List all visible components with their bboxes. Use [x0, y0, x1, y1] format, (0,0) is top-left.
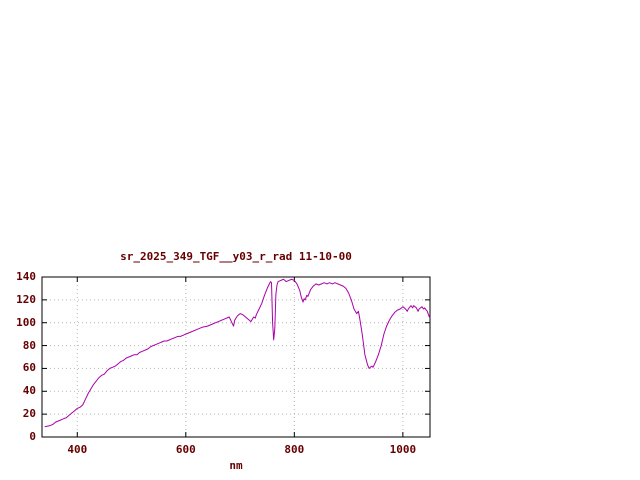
- x-tick-label: 600: [175, 443, 196, 456]
- x-tick-label: 800: [284, 443, 305, 456]
- x-axis-title: nm: [229, 459, 243, 472]
- y-tick-label: 100: [16, 315, 36, 329]
- y-tick-label: 120: [16, 292, 36, 306]
- x-axis-labels: 400 600 800 1000: [0, 443, 640, 457]
- y-tick-label: 60: [22, 361, 36, 375]
- chart-title: sr_2025_349_TGF__y03_r_rad 11-10-00: [120, 250, 352, 263]
- y-axis-labels: 0 20 40 60 80 100 120 140: [2, 0, 36, 480]
- y-tick-label: 40: [22, 384, 36, 398]
- y-tick-label: 80: [22, 338, 36, 352]
- y-tick-label: 20: [22, 407, 36, 421]
- y-tick-label: 0: [29, 430, 36, 443]
- x-tick-label: 400: [67, 443, 88, 456]
- x-tick-label: 1000: [389, 443, 417, 456]
- y-tick-label: 140: [16, 270, 36, 283]
